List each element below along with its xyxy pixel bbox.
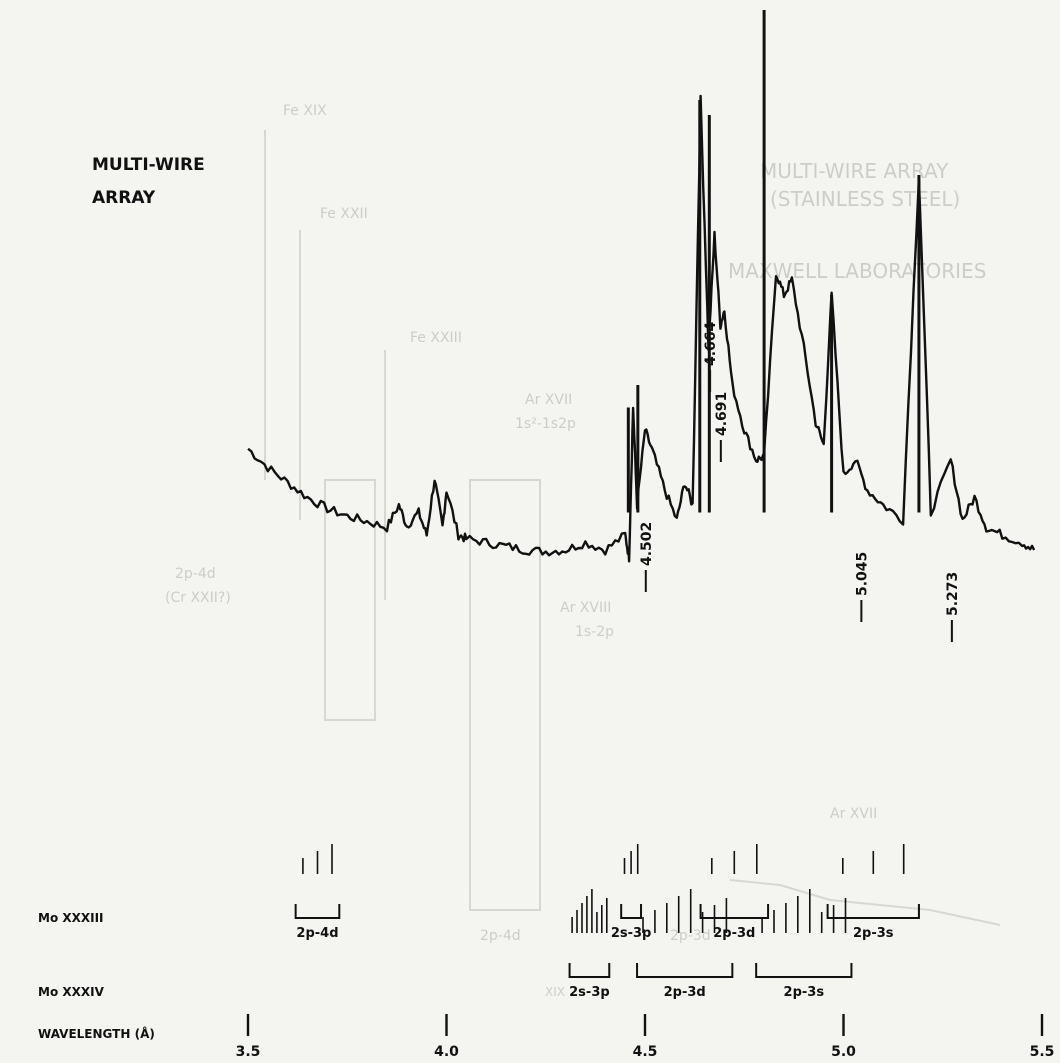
wavelength-annotations: 4.502 4.664 4.691 5.045 5.273 (639, 321, 961, 642)
ion-label-mo-xxxiv: Mo XXXIV (38, 985, 105, 999)
x-tick-label-0: 3.5 (236, 1044, 261, 1060)
ghost-label-ar-xviii: Ar XVIII (560, 600, 611, 616)
ghost-label-fe-xxii: Fe XXII (320, 206, 368, 222)
ghost-text-1: MULTI-WIRE ARRAY (760, 159, 949, 183)
bracket-label-0-1: 2s-3p (611, 926, 652, 941)
chart-title-line-1: MULTI-WIRE (92, 155, 205, 175)
bracket-label-0-2: 2p-3d (713, 926, 755, 941)
annotation-label-1: 4.664 (703, 321, 719, 366)
spectrum-trace-layer (247, 10, 1036, 563)
ghost-label-fe-xix: Fe XIX (283, 103, 327, 119)
x-tick-label-1: 4.0 (434, 1044, 459, 1060)
x-tick-label-2: 4.5 (633, 1044, 658, 1060)
x-tick-label-4: 5.5 (1030, 1044, 1055, 1060)
ghost-label-ar-transition: 1s²-1s2p (515, 416, 576, 432)
ghost-text-2: (STAINLESS STEEL) (770, 187, 960, 211)
bracket-0-2 (699, 904, 770, 919)
ion-label-mo-xxxiii: Mo XXXIII (38, 911, 104, 925)
transition-brackets: 2p-4d 2s-3p 2p-3d 2p-3s 2s-3p 2p-3d 2p-3s (294, 844, 920, 1000)
ghost-label-2p4d-low: 2p-4d (480, 928, 521, 944)
chart-title-line-2: ARRAY (92, 188, 156, 208)
x-axis-ticks: 3.5 4.0 4.5 5.0 5.5 (236, 1014, 1055, 1060)
ghost-label-2p4d: 2p-4d (175, 566, 216, 582)
annotation-label-4: 5.273 (945, 572, 961, 616)
ghost-label-2p3d-low: 2p-3d (670, 928, 711, 944)
annotation-label-3: 5.045 (854, 552, 870, 596)
bracket-0-3 (826, 904, 920, 919)
annotation-label-2: 4.691 (714, 392, 730, 436)
chart-title: MULTI-WIRE ARRAY (92, 155, 211, 208)
bracket-label-1-0: 2s-3p (569, 985, 610, 1000)
spectrum-line (247, 94, 1036, 563)
ghost-label-1s2p: 1s-2p (575, 624, 614, 640)
bleed-through-layer: MULTI-WIRE ARRAY (STAINLESS STEEL) MAXWE… (165, 103, 1001, 999)
bracket-1-1 (636, 963, 734, 978)
ghost-box-b (324, 479, 376, 721)
ghost-label-fe-xxiii: Fe XXIII (410, 330, 462, 346)
ghost-label-ar-xvii: Ar XVII (525, 392, 572, 408)
bracket-1-0 (568, 963, 611, 978)
bracket-0-1 (620, 904, 643, 919)
bracket-label-1-1: 2p-3d (664, 985, 706, 1000)
ghost-label-ar-xvii-low: Ar XVII (830, 806, 877, 822)
bracket-label-0-3: 2p-3s (853, 926, 894, 941)
bracket-1-2 (755, 963, 853, 978)
bracket-label-1-2: 2p-3s (784, 985, 825, 1000)
ghost-label-crxxii: (Cr XXII?) (165, 590, 231, 606)
bracket-label-0-0: 2p-4d (296, 926, 338, 941)
ghost-box-a (469, 479, 541, 911)
ghost-label-xix: XIX (545, 985, 565, 999)
ghost-lines (264, 130, 1001, 926)
annotation-label-0: 4.502 (639, 522, 655, 566)
x-tick-label-3: 5.0 (831, 1044, 856, 1060)
ghost-trace (729, 879, 1001, 926)
bracket-0-0 (294, 904, 341, 919)
ghost-text-3: MAXWELL LABORATORIES (728, 259, 986, 283)
x-axis-label: WAVELENGTH (Å) (38, 1026, 155, 1041)
